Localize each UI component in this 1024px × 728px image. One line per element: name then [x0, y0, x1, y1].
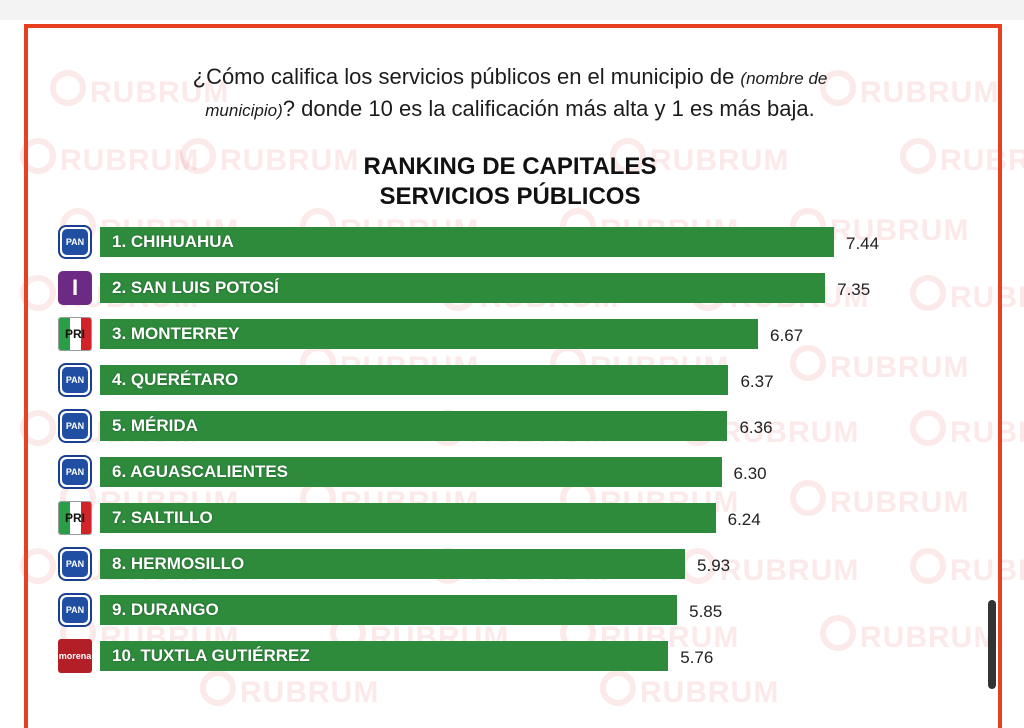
bar — [100, 319, 759, 349]
pan-logo-text: PAN — [62, 413, 88, 439]
survey-question: ¿Cómo califica los servicios públicos en… — [100, 62, 920, 126]
bar-value-label: 6.37 — [740, 372, 774, 391]
bar-value-label: 6.24 — [727, 510, 761, 529]
pri-logo-stripe — [81, 318, 91, 350]
pan-logo-icon: PAN — [58, 593, 92, 627]
pri-logo-icon: PRI — [58, 501, 92, 535]
bar-category-label: 5. MÉRIDA — [112, 416, 198, 435]
pri-logo-stripe — [59, 502, 70, 534]
bar — [100, 411, 728, 441]
chart-title-line-2: SERVICIOS PÚBLICOS — [379, 183, 641, 210]
bar-value-label: 7.35 — [837, 280, 871, 299]
bar-value-label: 6.30 — [733, 464, 767, 483]
pan-logo-text: PAN — [62, 551, 88, 577]
bar — [100, 549, 686, 579]
pri-logo-text: PRI — [64, 511, 85, 525]
pan-logo-text: PAN — [62, 459, 88, 485]
question-text-2: ? donde 10 es la calificación más alta y… — [282, 96, 815, 121]
independent-logo-icon: I — [58, 271, 92, 305]
bar-category-label: 6. AGUASCALIENTES — [112, 462, 289, 481]
bar — [100, 365, 729, 395]
morena-logo-icon: morena — [58, 639, 92, 673]
ranking-bar-chart: PAN 1. CHIHUAHUA 7.44 I 2. SAN LUIS POTOSÍ 7.… — [58, 225, 880, 673]
pri-logo-stripe — [59, 318, 70, 350]
bar-category-label: 4. QUERÉTARO — [112, 370, 239, 389]
pan-logo-icon: PAN — [58, 225, 92, 259]
bar — [100, 273, 826, 303]
pri-logo-stripe — [81, 502, 91, 534]
bar — [100, 641, 669, 671]
bar-value-label: 6.67 — [770, 326, 804, 345]
pri-logo-stripe — [70, 502, 81, 534]
pan-logo-icon: PAN — [58, 363, 92, 397]
chart-title-line-1: RANKING DE CAPITALES — [363, 153, 657, 180]
pri-logo-icon: PRI — [58, 317, 92, 351]
bar-value-label: 5.76 — [680, 648, 714, 667]
bar-category-label: 9. DURANGO — [112, 600, 219, 619]
bar-category-label: 7. SALTILLO — [112, 508, 213, 527]
pan-logo-icon: PAN — [58, 547, 92, 581]
bar-category-label: 2. SAN LUIS POTOSÍ — [112, 278, 279, 297]
bar — [100, 227, 834, 257]
bar — [100, 595, 678, 625]
pan-logo-text: PAN — [62, 367, 88, 393]
pan-logo-text: PAN — [62, 229, 88, 255]
chart-title: RANKING DE CAPITALES SERVICIOS PÚBLICOS — [250, 152, 770, 212]
question-italic-1: (nombre de — [740, 69, 828, 88]
bar-category-label: 3. MONTERREY — [112, 324, 240, 343]
pan-logo-icon: PAN — [58, 409, 92, 443]
question-italic-2: municipio) — [205, 101, 283, 120]
top-strip — [0, 0, 1024, 20]
bar-value-label: 5.85 — [689, 602, 723, 621]
bar — [100, 457, 722, 487]
bar-category-label: 10. TUXTLA GUTIÉRREZ — [112, 646, 310, 665]
bar-value-label: 7.44 — [846, 234, 880, 253]
pan-logo-icon: PAN — [58, 455, 92, 489]
pan-logo-text: PAN — [62, 597, 88, 623]
bar — [100, 503, 716, 533]
pri-logo-stripe — [70, 318, 81, 350]
bar-category-label: 1. CHIHUAHUA — [112, 232, 234, 251]
bar-value-label: 6.36 — [739, 418, 773, 437]
pri-logo-text: PRI — [64, 327, 85, 341]
scrollbar[interactable] — [988, 600, 996, 689]
bar-category-label: 8. HERMOSILLO — [112, 554, 245, 573]
question-text-1: ¿Cómo califica los servicios públicos en… — [192, 64, 741, 89]
bar-value-label: 5.93 — [697, 556, 731, 575]
